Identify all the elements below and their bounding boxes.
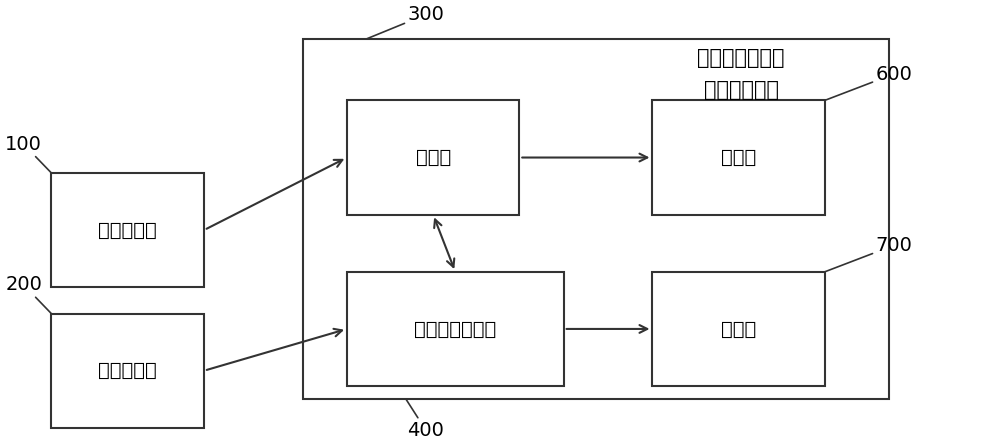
Text: 第二传感器: 第二传感器 — [98, 361, 157, 380]
Text: 第一数据处理器: 第一数据处理器 — [414, 319, 496, 339]
Text: 100: 100 — [5, 135, 51, 173]
Text: 400: 400 — [406, 399, 444, 440]
Text: 300: 300 — [367, 5, 444, 39]
Bar — [652, 100, 825, 215]
Bar — [51, 314, 204, 428]
Bar — [652, 272, 825, 386]
Text: 600: 600 — [825, 65, 912, 100]
Text: 输出器: 输出器 — [721, 319, 756, 339]
Text: 控制器: 控制器 — [416, 148, 451, 167]
Text: 脑电双频谱监测
信号采集系统: 脑电双频谱监测 信号采集系统 — [697, 48, 785, 100]
Bar — [303, 39, 889, 399]
Bar — [347, 100, 519, 215]
Bar — [347, 272, 564, 386]
Text: 700: 700 — [825, 236, 912, 272]
Text: 第一传感器: 第一传感器 — [98, 221, 157, 240]
Bar — [51, 173, 204, 287]
Text: 200: 200 — [5, 276, 51, 314]
Text: 报警器: 报警器 — [721, 148, 756, 167]
